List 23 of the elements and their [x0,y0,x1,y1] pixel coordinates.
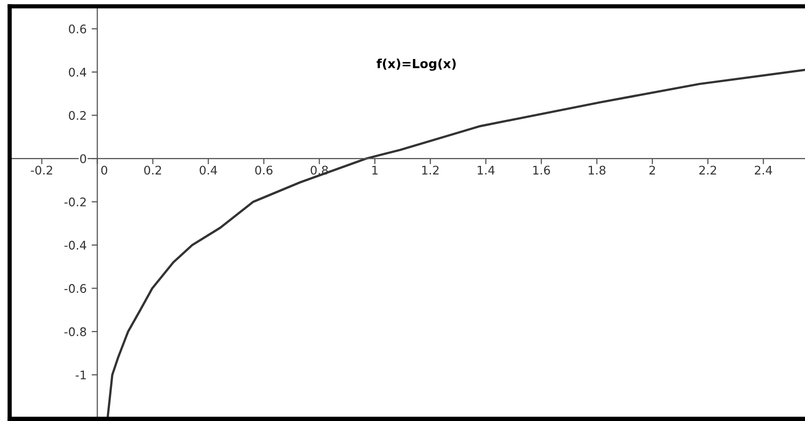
x-tick-label: 0.6 [255,166,272,175]
x-tick-label: 0.4 [200,166,218,175]
x-tick-label: 1 [372,166,378,174]
x-tick-label: 1.2 [422,166,439,174]
y-tick-label: -0.8 [64,327,86,336]
x-tick-label: 2.4 [754,166,772,174]
x-tick-label: 1.6 [533,166,550,175]
x-tick-label: 2.2 [699,166,716,174]
x-tick-label: 1.8 [588,166,606,175]
y-tick-label: -0.4 [64,240,86,250]
y-tick-label: 0.6 [68,24,86,34]
x-tick-label: 1.4 [478,166,495,174]
x-tick-label: 2 [649,166,655,174]
x-tick-label: 0 [101,166,108,175]
y-tick-label: -0.2 [64,198,86,206]
y-tick-label: 0.2 [68,111,86,120]
y-tick-label: -0.6 [64,284,86,293]
y-tick-label: 0 [80,154,86,164]
x-tick-label: 0.2 [144,166,162,175]
text: f(x)=Log(x) [376,58,456,71]
y-tick-label: -1 [76,370,86,380]
x-tick-label: -0.2 [30,166,52,175]
y-tick-label: 0.4 [68,68,86,77]
